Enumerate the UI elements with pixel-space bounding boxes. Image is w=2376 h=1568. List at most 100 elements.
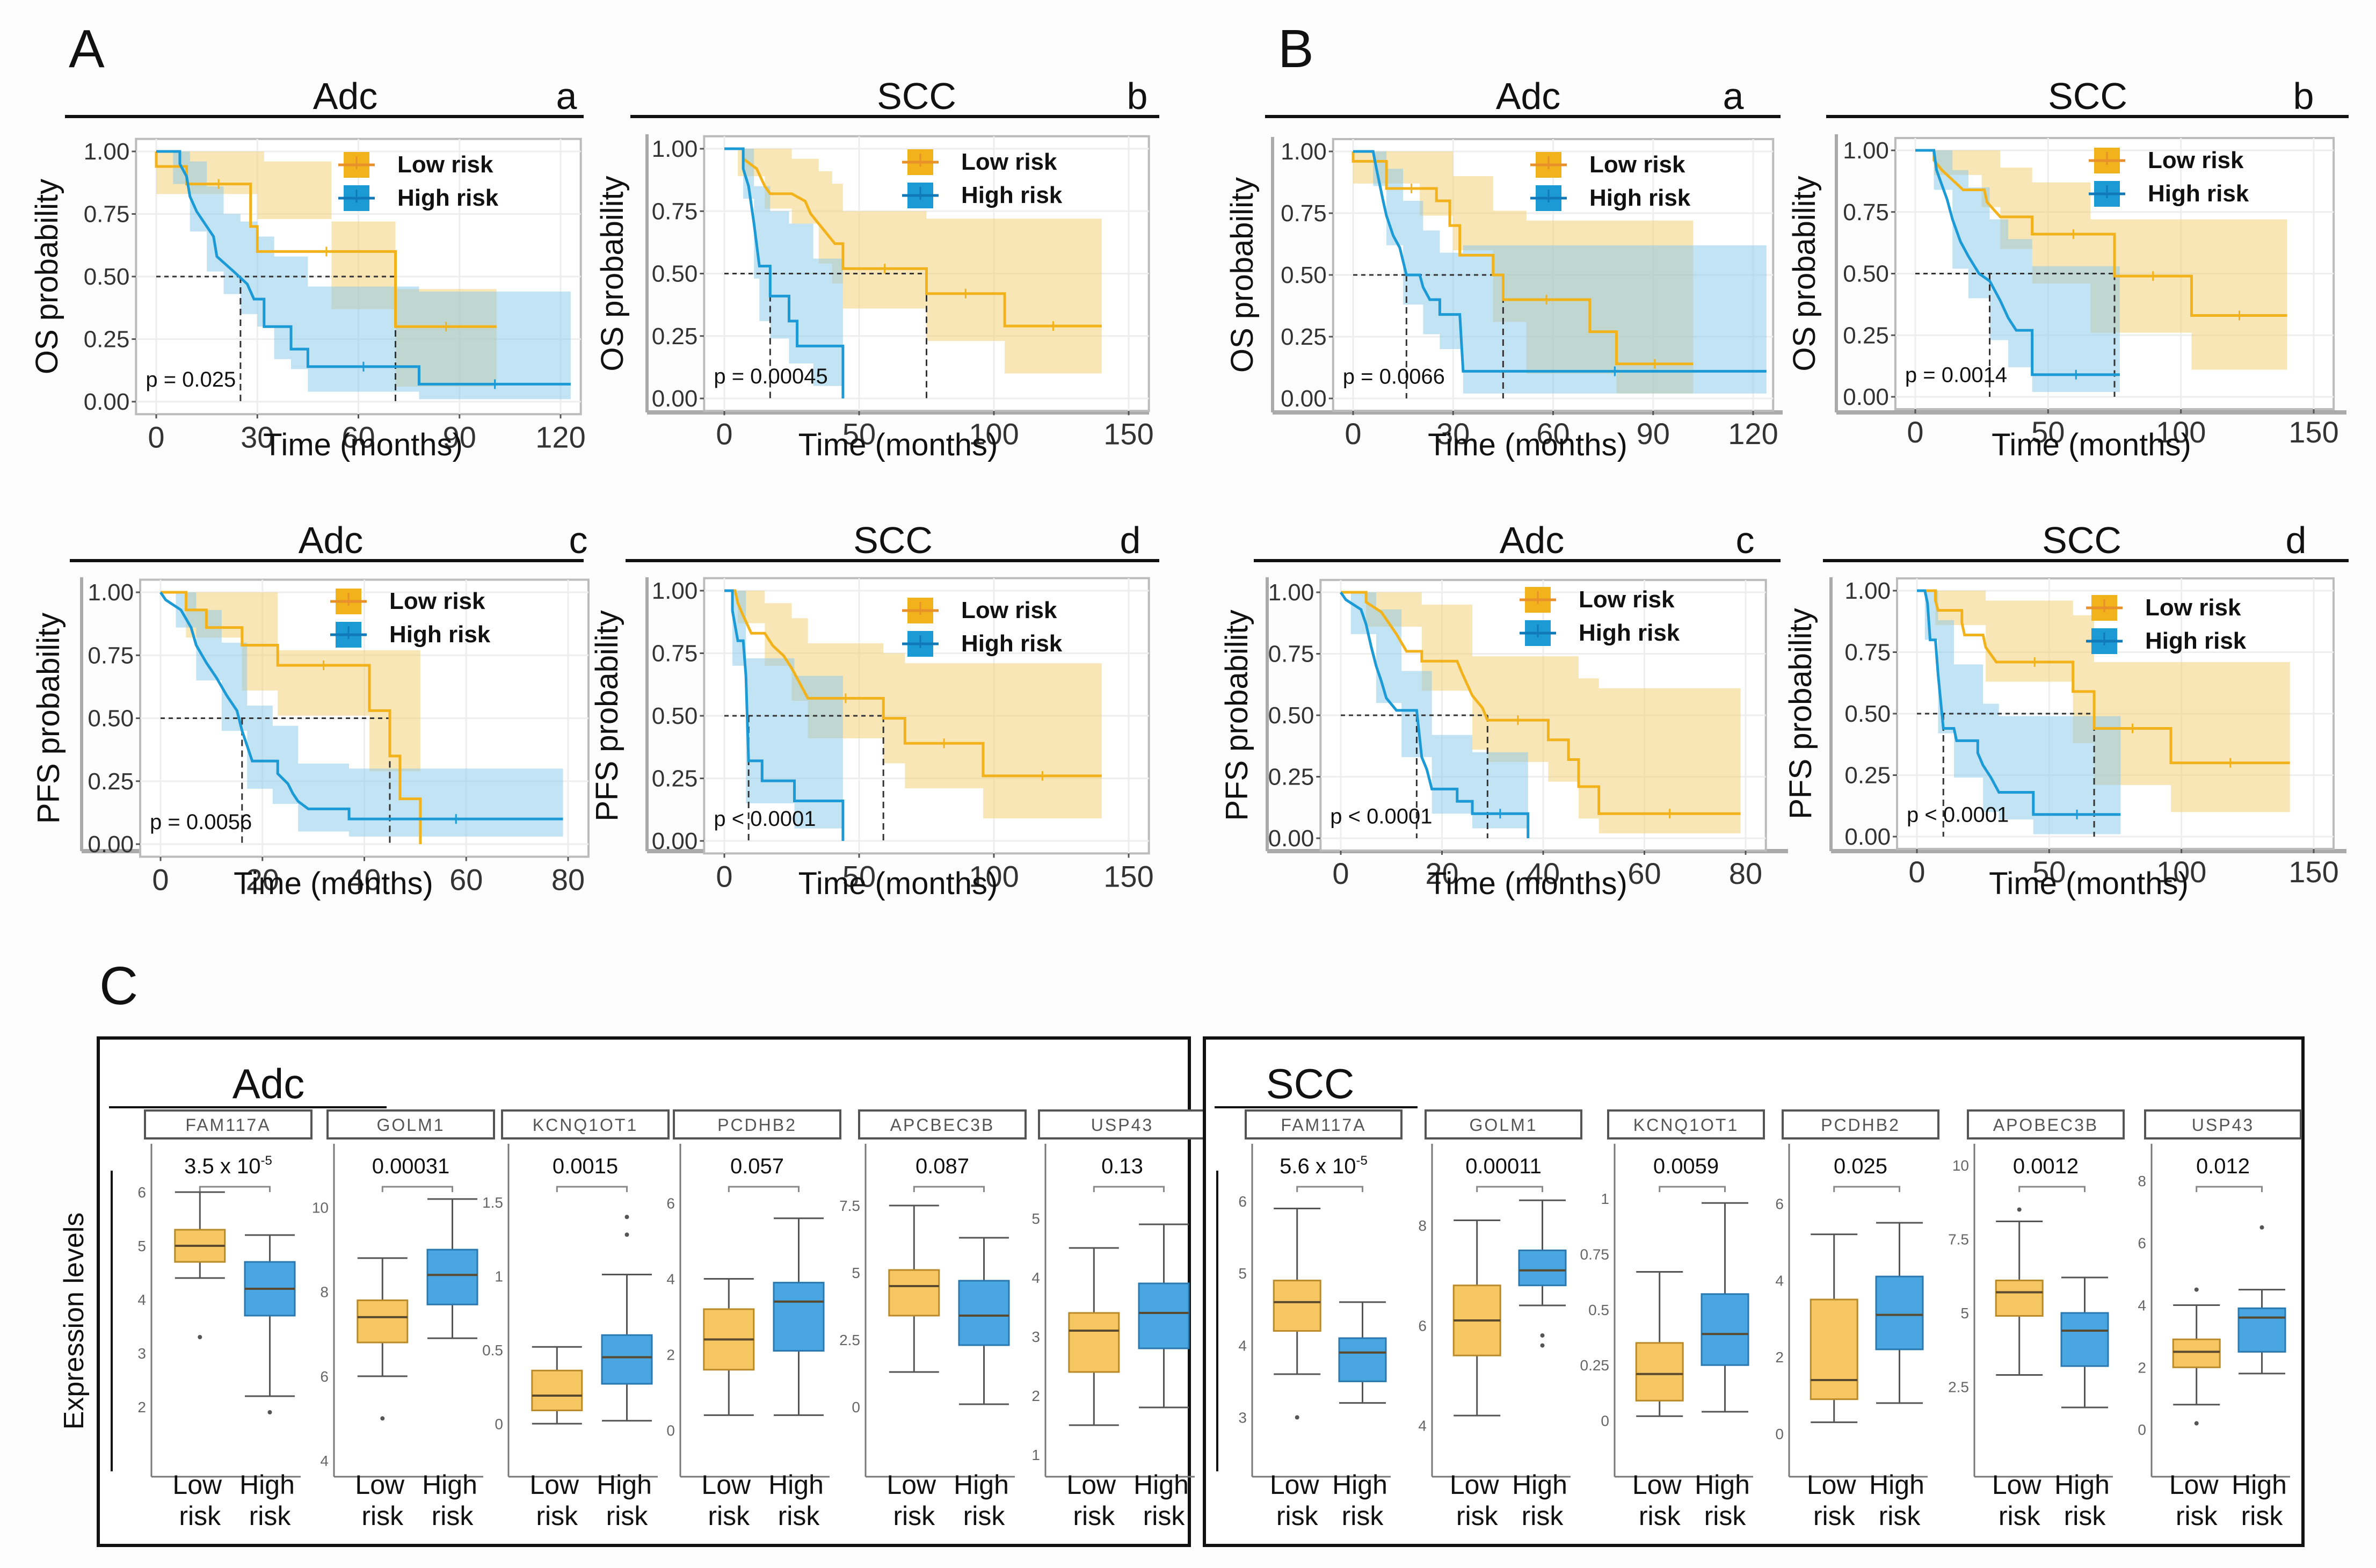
km-curve-high-risk xyxy=(724,589,845,841)
y-tick-label: 0.75 xyxy=(1843,199,1889,226)
y-tick-label: 1.00 xyxy=(88,579,134,606)
group-label-low: Low xyxy=(1270,1470,1320,1500)
group-label-high: High xyxy=(1695,1470,1750,1500)
legend: Low risk High risk xyxy=(2089,147,2249,207)
y-tick-label: 5 xyxy=(1960,1305,1969,1322)
y-axis-label: PFS probability xyxy=(590,610,624,821)
y-tick-label: 0.00 xyxy=(652,386,698,412)
group-label-low-2: risk xyxy=(536,1501,578,1531)
gene-strip xyxy=(1607,1109,1765,1139)
p-value-label: p = 0.0014 xyxy=(1905,363,2007,387)
box-high-risk xyxy=(2237,1307,2286,1353)
significance-bracket xyxy=(381,1186,453,1192)
outlier-point xyxy=(624,1232,629,1237)
plot-title: SCC xyxy=(2048,75,2127,117)
gene-name: GOLM1 xyxy=(1469,1115,1537,1135)
legend-high-risk-label: High risk xyxy=(389,621,491,648)
x-tick-label: 30 xyxy=(241,420,274,454)
outlier-point xyxy=(2194,1287,2199,1292)
y-tick-label: 0.25 xyxy=(1268,764,1314,790)
y-tick-label: 1.00 xyxy=(1843,137,1889,164)
x-tick-label: 60 xyxy=(1627,856,1661,890)
y-tick-label: 0.75 xyxy=(652,198,698,224)
km-curve-high-risk xyxy=(1353,150,1767,373)
p-value-label: 0.057 xyxy=(730,1155,784,1178)
y-tick-label: 5 xyxy=(137,1238,146,1254)
boxplot-title: Adc xyxy=(232,1060,304,1107)
y-tick-label: 0.50 xyxy=(1268,702,1314,729)
plot-title: SCC xyxy=(853,519,933,561)
legend: Low risk High risk xyxy=(902,597,1063,657)
x-tick-label: 90 xyxy=(1637,417,1670,451)
x-tick-label: 100 xyxy=(2156,855,2206,889)
x-tick-label: 150 xyxy=(1103,417,1153,451)
group-label-low-2: risk xyxy=(1999,1501,2041,1531)
legend: Low risk High risk xyxy=(1530,151,1691,211)
y-tick-label: 2 xyxy=(2138,1359,2146,1376)
group-label-low-2: risk xyxy=(1276,1501,1319,1531)
y-tick-label: 0.25 xyxy=(1844,763,1891,789)
group-label-high-2: risk xyxy=(963,1501,1006,1531)
group-label-low: Low xyxy=(2169,1470,2219,1500)
km-curve-high-risk xyxy=(1915,149,2120,376)
y-tick-label: 0.50 xyxy=(652,703,698,729)
ci-band-high-risk xyxy=(1934,150,2120,392)
p-value-label: 0.012 xyxy=(2196,1155,2250,1178)
x-tick-label: 40 xyxy=(347,862,381,896)
y-tick-label: 0.00 xyxy=(84,389,130,415)
significance-bracket xyxy=(2018,1186,2086,1192)
y-tick-label: 2 xyxy=(137,1399,146,1415)
panel-letter-c: C xyxy=(99,956,138,1016)
subpanel-letter: d xyxy=(1120,519,1141,561)
y-axis-label: OS probability xyxy=(30,179,64,374)
group-label-high-2: risk xyxy=(1143,1501,1186,1531)
y-tick-label: 6 xyxy=(1418,1317,1427,1334)
gene-name: KCNQ1OT1 xyxy=(1633,1115,1739,1135)
group-label-high-2: risk xyxy=(778,1501,820,1531)
y-tick-label: 2.5 xyxy=(1948,1379,1969,1396)
gene-strip xyxy=(1245,1109,1403,1139)
x-axis-label: Time (months) xyxy=(798,866,998,901)
x-tick-label: 0 xyxy=(152,862,169,896)
y-tick-label: 2 xyxy=(1775,1349,1784,1366)
y-tick-label: 0.50 xyxy=(88,706,134,732)
y-tick-label: 0 xyxy=(1601,1413,1609,1429)
y-tick-label: 0.25 xyxy=(84,326,130,353)
outlier-point xyxy=(2259,1225,2264,1230)
km-curve-high-risk xyxy=(159,591,563,821)
y-tick-label: 8 xyxy=(2138,1173,2146,1189)
y-tick-label: 4 xyxy=(2138,1297,2146,1314)
ci-band-high-risk xyxy=(1373,151,1767,394)
gene-name: GOLM1 xyxy=(376,1115,445,1135)
y-tick-label: 4 xyxy=(1418,1418,1427,1434)
x-tick-label: 0 xyxy=(716,859,732,893)
panel-letter-a: A xyxy=(69,19,105,79)
y-tick-label: 0.25 xyxy=(1281,324,1327,350)
p-value-label: 0.00011 xyxy=(1465,1155,1542,1178)
group-label-low: Low xyxy=(1992,1470,2042,1500)
y-tick-label: 0.50 xyxy=(652,261,698,287)
y-tick-label: 3 xyxy=(1031,1329,1040,1345)
y-tick-label: 0.25 xyxy=(1843,322,1889,349)
y-tick-label: 0.75 xyxy=(1281,200,1327,227)
y-tick-label: 0.50 xyxy=(1843,261,1889,287)
ci-band-low-risk xyxy=(738,149,1102,374)
x-tick-label: 150 xyxy=(2288,855,2338,889)
gene-strip xyxy=(2144,1109,2302,1139)
gene-strip xyxy=(501,1109,670,1139)
x-tick-label: 80 xyxy=(551,862,585,896)
group-label-high-2: risk xyxy=(432,1501,474,1531)
p-value-label: 3.5 x 10-5 xyxy=(184,1153,272,1178)
group-label-low: Low xyxy=(355,1470,405,1500)
y-tick-label: 1 xyxy=(495,1268,503,1284)
subpanel-letter: c xyxy=(1736,519,1755,561)
x-axis-label: Time (months) xyxy=(798,427,998,462)
gene-strip xyxy=(144,1109,313,1139)
y-tick-label: 4 xyxy=(137,1291,146,1308)
km-plot-a-d: SCC d 0.00 0.25 0.50 0.75 1.00 0 50 100 150 Time (m… xyxy=(590,519,1159,901)
significance-bracket xyxy=(728,1186,800,1192)
